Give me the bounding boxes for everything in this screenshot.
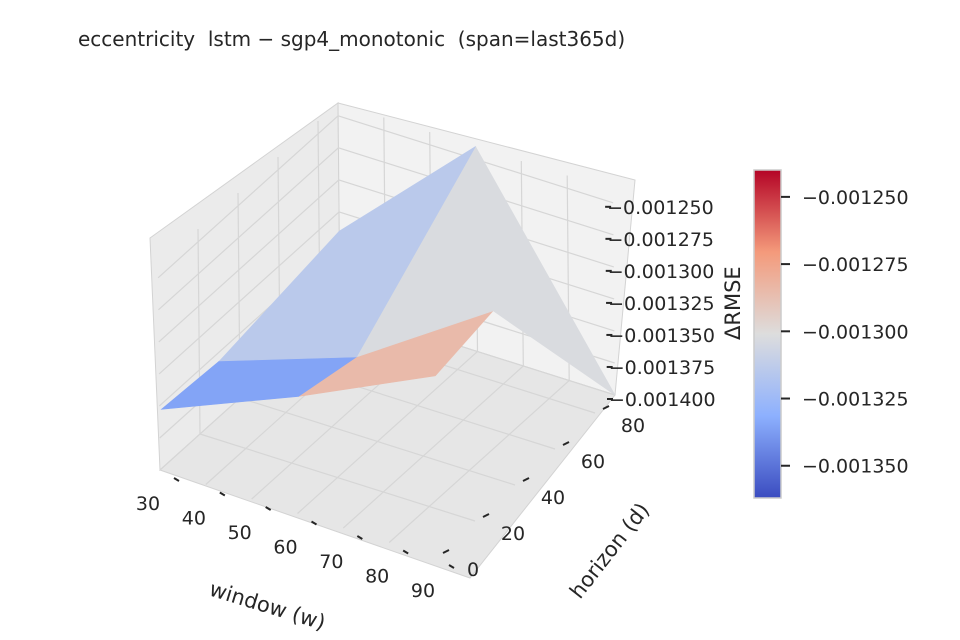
x-tick-label: 30 [136,493,160,515]
chart-title: eccentricity lstm − sgp4_monotonic (span… [78,27,626,51]
colorbar-tick-label: −0.001350 [802,456,909,478]
colorbar-tick-label: −0.001275 [802,254,909,276]
z-tick-label: −0.001400 [609,389,716,411]
surface [160,145,616,410]
y-axis-label: horizon (d) [565,498,654,603]
grid-line-z [157,115,614,279]
x-tick-labels: 30 40 50 60 70 80 90 [136,477,455,602]
x-tick-label: 60 [273,537,297,559]
x-tick-label: 70 [319,551,343,573]
colorbar-fill [753,169,782,499]
x-tick-label: 80 [365,566,389,588]
y-tick-mark [442,549,450,554]
x-tick-mark [219,491,226,497]
z-tick-label: −0.001350 [608,325,715,347]
grid-line-z [157,147,614,311]
x-tick-mark [173,477,180,482]
x-tick-label: 40 [182,508,206,530]
y-tick-label: 20 [501,523,525,545]
y-tick-label: 0 [467,559,479,581]
x-axis-label: window (w) [207,577,329,635]
y-tick-labels: 0 20 40 60 80 [442,405,645,581]
x-tick-mark [310,520,318,526]
x-tick-mark [265,506,272,511]
y-tick-label: 60 [581,451,605,473]
colorbar-ticks: −0.001250 −0.001275 −0.001300 −0.001325 −0.0… [781,187,909,478]
y-tick-mark [482,513,490,518]
colorbar-tick-label: −0.001250 [802,187,909,209]
y-tick-mark [522,477,530,482]
colorbar: −0.001250 −0.001275 −0.001300 −0.001325 −0.0… [753,169,909,499]
y-tick-label: 80 [621,415,645,437]
y-tick-mark [562,441,570,446]
z-tick-label: −0.001300 [608,261,715,283]
z-tick-label: −0.001250 [607,197,714,219]
surface-patch [218,146,476,362]
z-axis-label: ΔRMSE [721,266,745,340]
x-tick-label: 90 [411,580,435,602]
z-tick-label: −0.001275 [607,229,714,251]
z-tick-label: −0.001325 [608,293,715,315]
y-tick-label: 40 [541,487,565,509]
colorbar-tick-label: −0.001325 [802,389,909,411]
x-tick-mark [448,564,455,569]
y-tick-mark [602,405,610,410]
z-tick-label: −0.001375 [609,357,716,379]
x-tick-label: 50 [228,522,252,544]
z-tick-labels: −0.001250 −0.001275 −0.001300 −0.001325 −0.0… [605,197,716,411]
x-tick-mark [356,535,363,540]
colorbar-tick-label: −0.001300 [802,321,909,343]
x-tick-mark [402,549,409,555]
